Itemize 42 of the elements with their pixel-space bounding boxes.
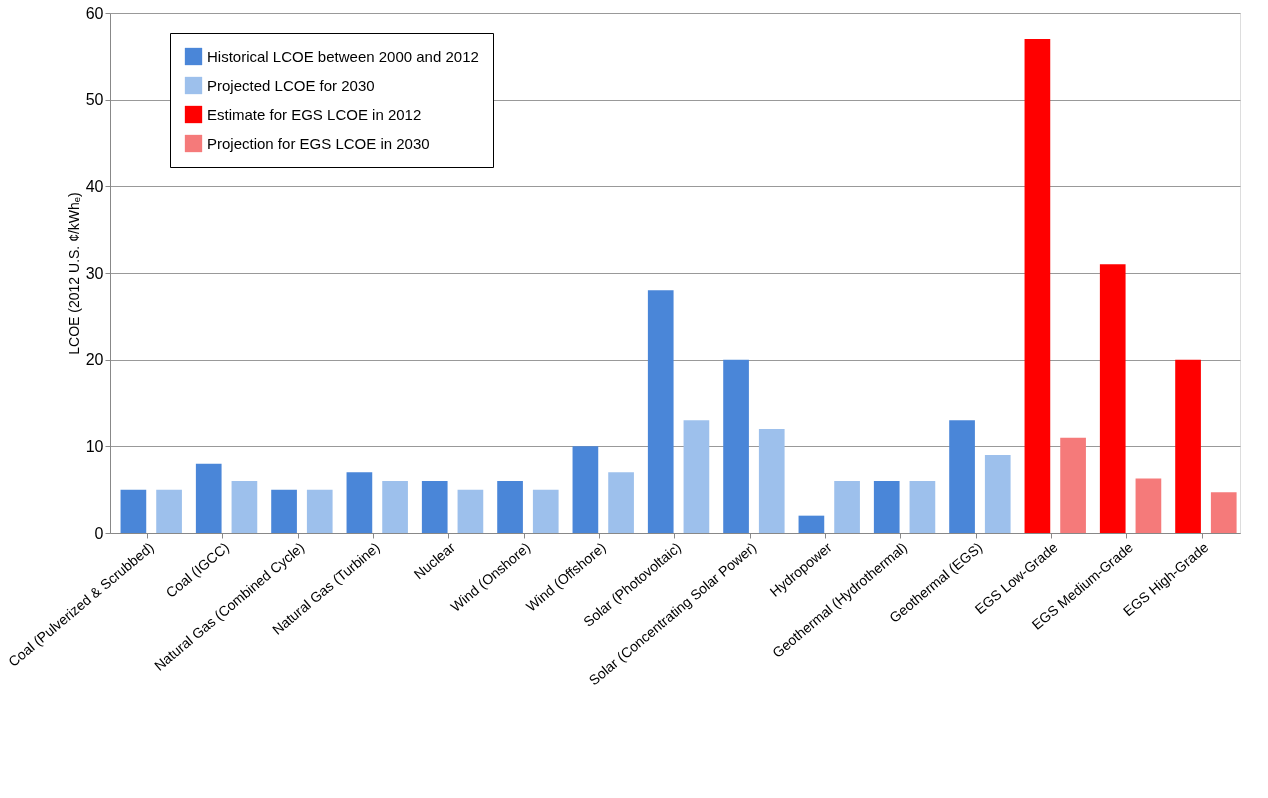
y-tick-label: 50 xyxy=(85,91,104,109)
bar xyxy=(1135,478,1162,533)
y-axis-title: LCOE (2012 U.S. ¢/kWhₑ) xyxy=(65,192,82,355)
bar xyxy=(1210,492,1237,533)
y-tick-label: 40 xyxy=(85,177,104,195)
bar xyxy=(156,489,182,533)
bar xyxy=(1099,264,1126,533)
y-tick-label: 0 xyxy=(94,524,104,542)
bar xyxy=(497,481,523,533)
y-tick-label: 20 xyxy=(85,351,104,369)
bar xyxy=(231,481,258,533)
bar xyxy=(758,429,785,533)
bar xyxy=(949,420,975,533)
bar xyxy=(195,463,222,533)
y-tick-label: 30 xyxy=(85,264,104,282)
bar xyxy=(873,481,900,533)
bar xyxy=(120,489,147,533)
bar xyxy=(723,359,749,533)
legend-label: Estimate for EGS LCOE in 2012 xyxy=(207,105,422,123)
bar xyxy=(834,481,860,533)
bar xyxy=(306,489,333,533)
bar xyxy=(984,455,1011,533)
bar xyxy=(1024,39,1051,533)
bar xyxy=(909,481,936,533)
bar xyxy=(382,481,408,533)
legend-label: Historical LCOE between 2000 and 2012 xyxy=(207,47,479,65)
bar xyxy=(683,420,710,533)
bar xyxy=(798,515,825,533)
bar xyxy=(608,472,634,533)
bar xyxy=(1060,437,1086,533)
bar xyxy=(532,489,559,533)
bar xyxy=(457,489,484,533)
y-tick-label: 60 xyxy=(85,4,104,22)
bar xyxy=(1175,359,1201,533)
bar xyxy=(572,446,599,533)
legend-label: Projected LCOE for 2030 xyxy=(207,76,375,94)
y-tick-label: 10 xyxy=(85,437,104,455)
legend-label: Projection for EGS LCOE in 2030 xyxy=(207,134,430,152)
bar xyxy=(421,481,448,533)
bar xyxy=(346,472,373,533)
bar xyxy=(271,489,297,533)
bar xyxy=(647,290,674,533)
